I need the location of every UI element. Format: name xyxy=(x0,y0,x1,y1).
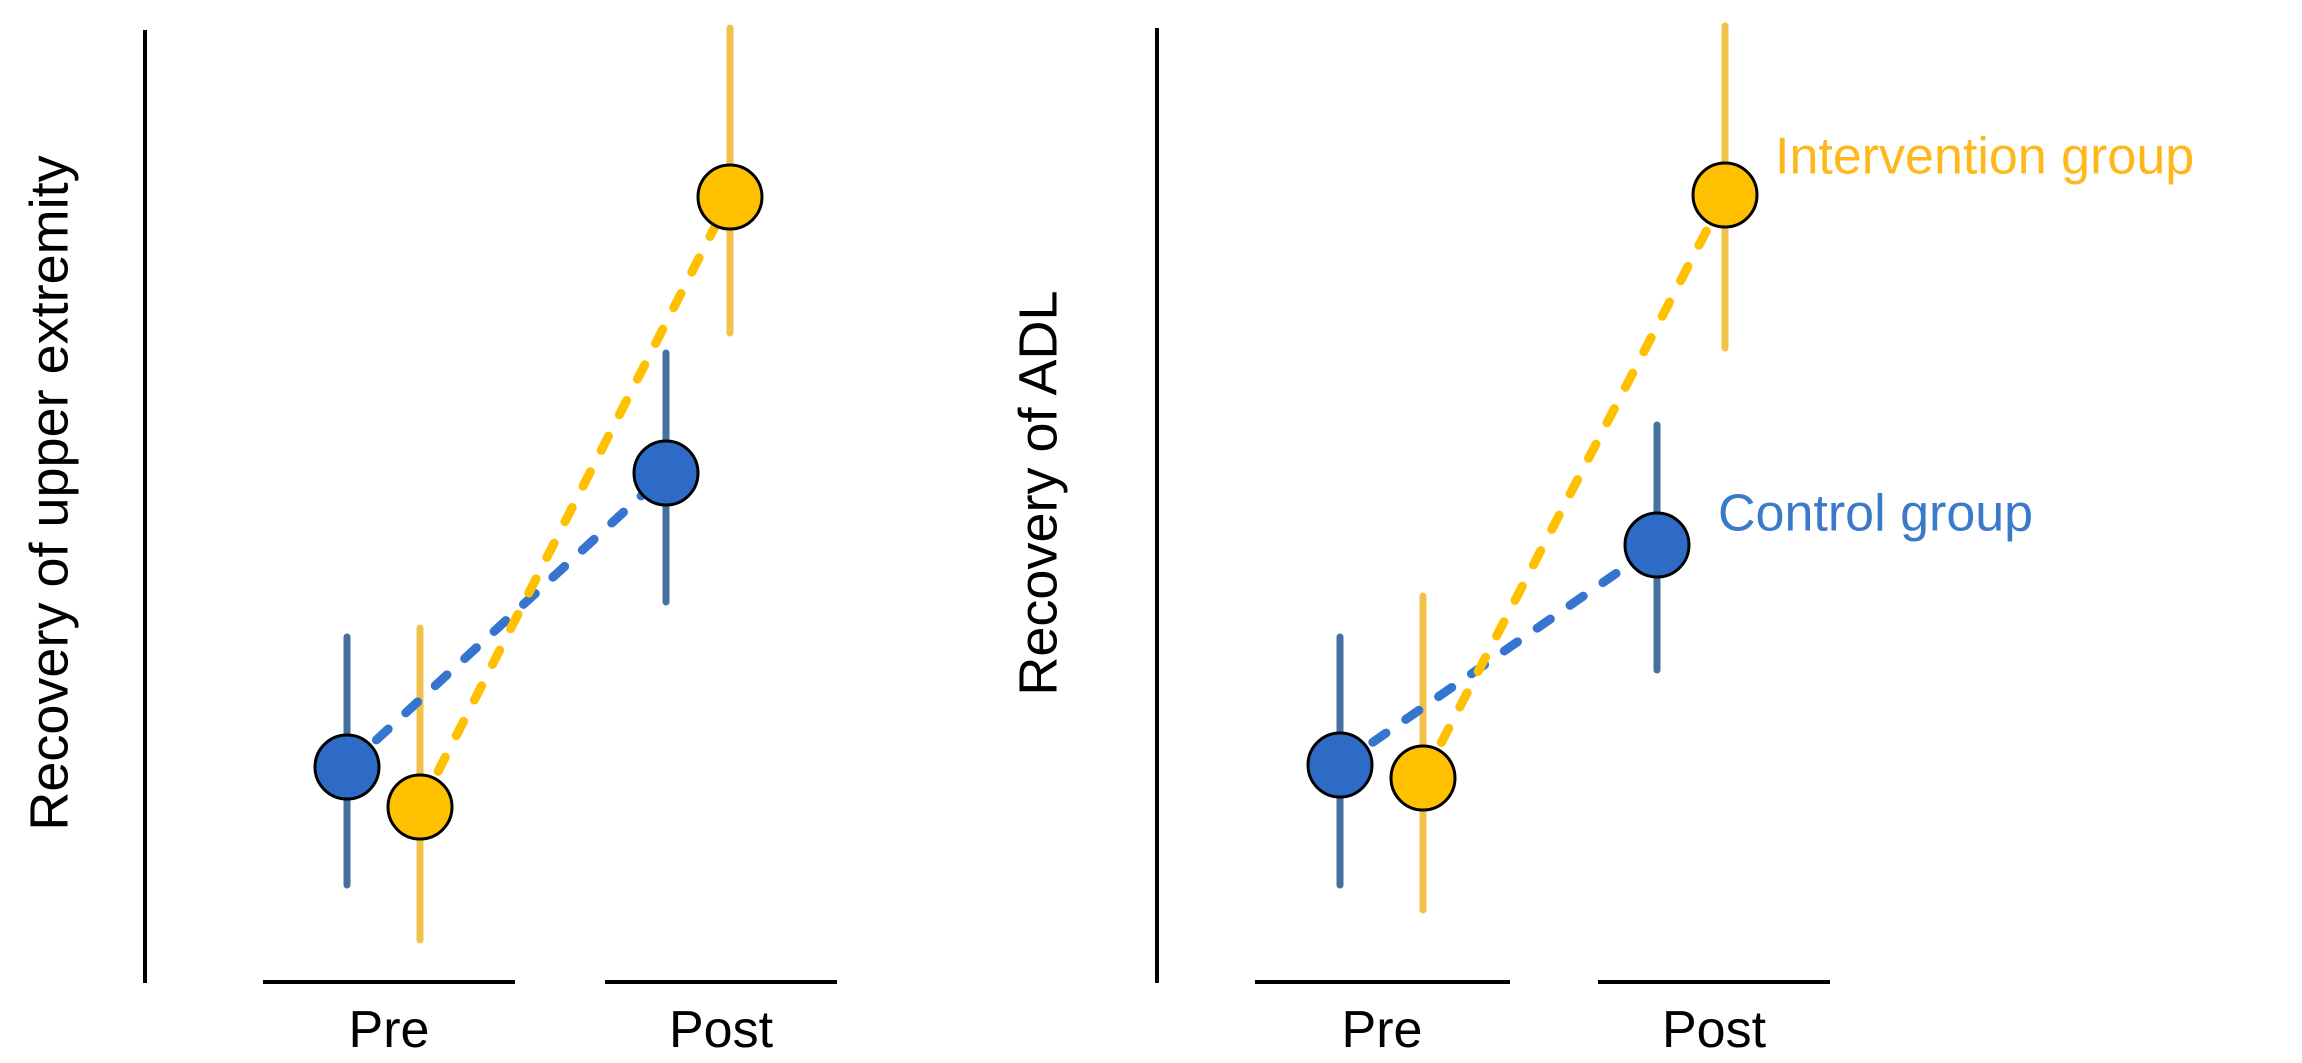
legend-intervention-group-label: Intervention group xyxy=(1775,128,2194,186)
panel-1-control-trend-line xyxy=(342,468,671,772)
legend-control-group-label: Control group xyxy=(1718,485,2033,543)
panel-2-control-trend-line xyxy=(1335,540,1662,770)
panel-1-y-axis-label: Recovery of upper extremity xyxy=(19,155,79,830)
panel-2-control-marker-post xyxy=(1623,511,1691,579)
panel-1-tick-label-post: Post xyxy=(669,1001,774,1059)
panel-1-control-marker-post xyxy=(632,439,700,507)
panel-2-control-marker-pre xyxy=(1306,731,1374,799)
panel-2-tick-label-post: Post xyxy=(1662,1001,1767,1059)
panel-1-intervention-marker-post xyxy=(696,163,764,231)
panel-1-intervention-trend-line xyxy=(415,192,735,812)
panel-2-y-axis-label: Recovery of ADL xyxy=(1008,290,1068,695)
panel-1-control-marker-pre xyxy=(313,733,381,801)
panel-2-intervention-marker-post xyxy=(1691,161,1759,229)
panel-1-intervention-marker-pre xyxy=(386,773,454,841)
panel-2-intervention-marker-pre xyxy=(1389,744,1457,812)
panel-1-tick-label-pre: Pre xyxy=(349,1001,430,1059)
panel-2-tick-label-pre: Pre xyxy=(1342,1001,1423,1059)
panel-2-intervention-trend-line xyxy=(1418,190,1730,783)
